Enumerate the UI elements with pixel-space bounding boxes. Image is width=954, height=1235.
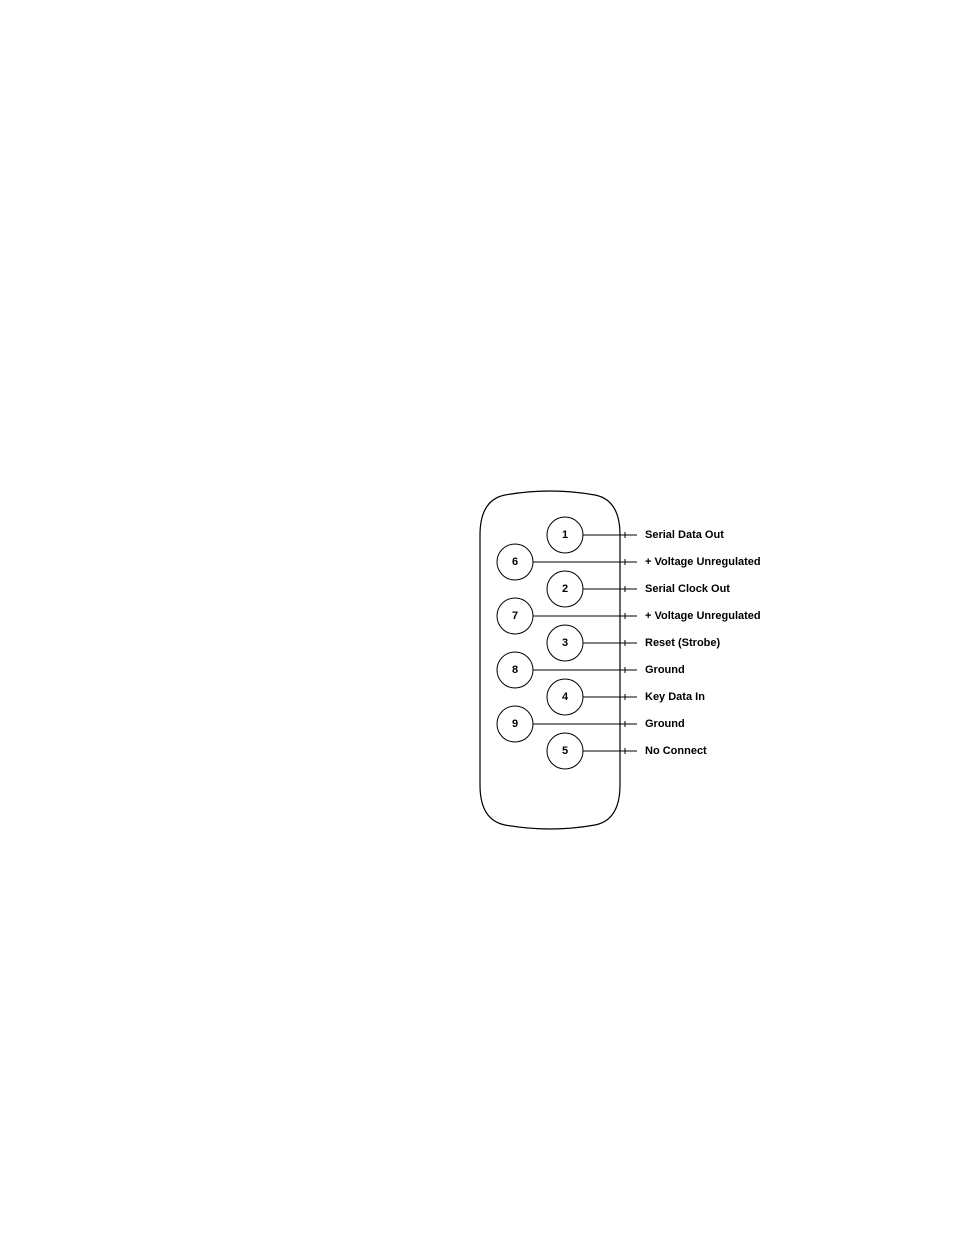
pin-number: 7 [512,610,518,622]
pin-label: Ground [645,664,685,676]
pin-number: 5 [562,745,568,757]
pin-number: 4 [562,691,569,703]
pin-label: Serial Data Out [645,529,724,541]
connector-pinout-diagram: 1 6 2 7 3 8 4 9 5 Serial Data Out + Voltage Unreg… [470,480,870,850]
pin-label: Reset (Strobe) [645,637,720,649]
pin-label: Key Data In [645,691,705,703]
pin-label: + Voltage Unregulated [645,610,761,622]
pin-number: 2 [562,583,568,595]
pin-number: 6 [512,556,518,568]
pin-number: 9 [512,718,518,730]
pin-label: Serial Clock Out [645,583,730,595]
pin-number: 1 [562,529,568,541]
pin-label: Ground [645,718,685,730]
pin-label: No Connect [645,745,707,757]
pin-label: + Voltage Unregulated [645,556,761,568]
pin-number: 3 [562,637,568,649]
pin-number: 8 [512,664,518,676]
